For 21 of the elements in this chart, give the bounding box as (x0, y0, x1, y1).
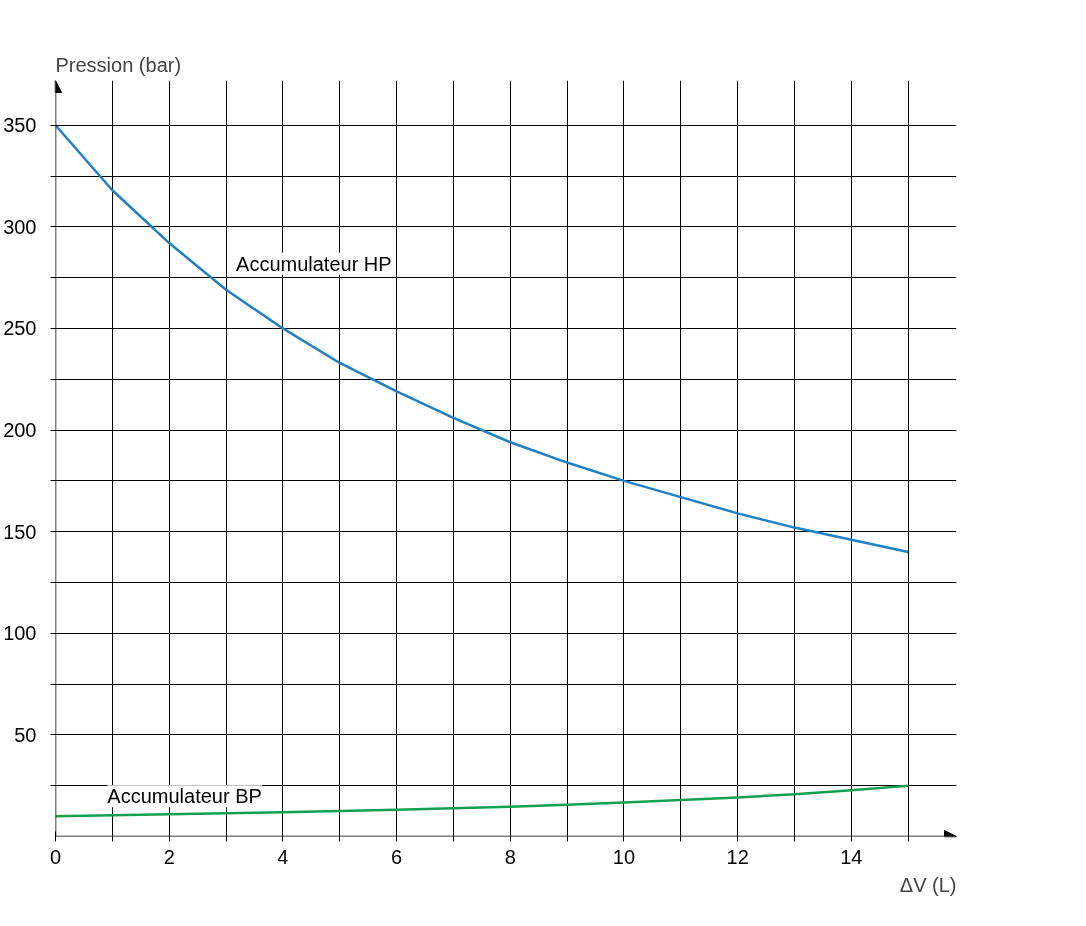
series-label: Accumulateur BP (107, 785, 262, 808)
line-series (55, 784, 910, 818)
x-tick-label: 6 (391, 845, 403, 868)
x-tick-label: 8 (504, 845, 516, 868)
x-tick-label: 2 (163, 845, 175, 868)
x-tick-label: 4 (277, 845, 289, 868)
y-tick-label: 250 (3, 317, 37, 340)
y-tick-label: 350 (3, 114, 37, 137)
y-tick-label: 300 (3, 215, 37, 238)
series-label: Accumulateur HP (236, 252, 392, 275)
y-tick-label: 100 (3, 622, 37, 645)
x-axis-title: ΔV (L) (899, 873, 957, 896)
x-tick-label: 10 (612, 845, 636, 868)
x-tick-label: 14 (840, 845, 863, 868)
x-tick-label: 12 (726, 845, 749, 868)
y-axis-title: Pression (bar) (55, 53, 182, 76)
x-tick-label: 0 (49, 845, 62, 868)
y-tick-label: 200 (3, 419, 37, 442)
line-series (55, 123, 910, 554)
y-tick-label: 150 (3, 520, 37, 543)
y-tick-label: 50 (14, 723, 37, 746)
